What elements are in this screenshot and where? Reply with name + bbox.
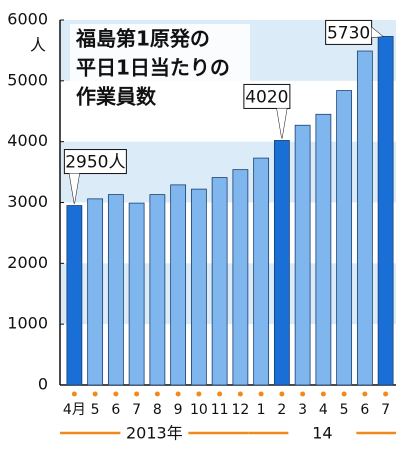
value-label: 5730 [327,23,370,43]
y-tick-label: 0 [38,375,48,394]
x-tick-dot [113,391,119,397]
bar [190,188,207,386]
x-tick-label: 2 [277,402,286,418]
bar [107,194,124,386]
x-tick-label: 7 [132,402,141,418]
x-tick-label: 8 [153,402,162,418]
callout-cover [69,173,80,204]
callout-cover [276,108,287,139]
y-tick-label: 3000 [7,192,48,211]
x-tick-label: 4月 [63,402,86,418]
x-tick-dot [134,391,140,397]
group-label-bg [288,424,357,442]
callout-box [63,149,127,175]
x-tick-label: 10 [190,402,208,418]
y-tick-label: 1000 [7,314,48,333]
x-tick-label: 5 [91,402,100,418]
x-tick-label: 5 [340,402,349,418]
chart-title: 作業員数 [76,85,157,109]
y-tick-label: 6000 [7,10,48,29]
bar [211,177,228,386]
x-tick-label: 3 [298,402,307,418]
chart-title: 平日1日当たりの [76,56,230,80]
x-tick-label: 4 [319,402,328,418]
value-label: 2950人 [65,153,125,173]
x-tick-label: 7 [381,402,390,418]
y-tick-label: 5000 [7,70,48,89]
group-label: 14 [312,424,332,443]
bar [273,140,290,386]
x-tick-dot [196,391,202,397]
x-tick-dot [279,391,285,397]
y-unit: 人 [30,36,46,55]
x-tick-dot [300,391,306,397]
title-box [70,24,250,116]
x-tick-dot [92,391,98,397]
y-tick-label: 2000 [7,253,48,272]
x-tick-dot [258,391,264,397]
group-label: 2013年 [126,424,183,443]
bar [356,50,373,386]
bar [336,90,353,386]
bar [66,205,83,386]
x-tick-dot [320,391,326,397]
bar [294,124,311,386]
x-tick-dot [341,391,347,397]
callout-box [243,83,291,109]
x-tick-label: 6 [360,402,369,418]
x-tick-dot [175,391,181,397]
bar [377,36,394,386]
x-tick-dot [217,391,223,397]
x-tick-dot [71,391,77,397]
chart-title: 福島第1原発の [75,27,210,51]
callout-box [325,19,373,45]
x-tick-label: 1 [257,402,266,418]
bar [170,184,187,386]
bar [232,169,249,386]
x-tick-dot [383,391,389,397]
x-tick-label: 9 [174,402,183,418]
group-label-bg [120,424,189,442]
bar [253,157,270,386]
bar [315,113,332,386]
bar [128,202,145,386]
x-tick-dot [154,391,160,397]
bar [87,198,104,386]
bar [149,194,166,386]
x-tick-label: 12 [231,402,249,418]
x-tick-dot [237,391,243,397]
x-tick-label: 6 [111,402,120,418]
x-tick-dot [362,391,368,397]
value-label: 4020 [245,87,288,107]
y-tick-label: 4000 [7,131,48,150]
callout-cover [371,27,383,38]
x-tick-label: 11 [211,402,229,418]
